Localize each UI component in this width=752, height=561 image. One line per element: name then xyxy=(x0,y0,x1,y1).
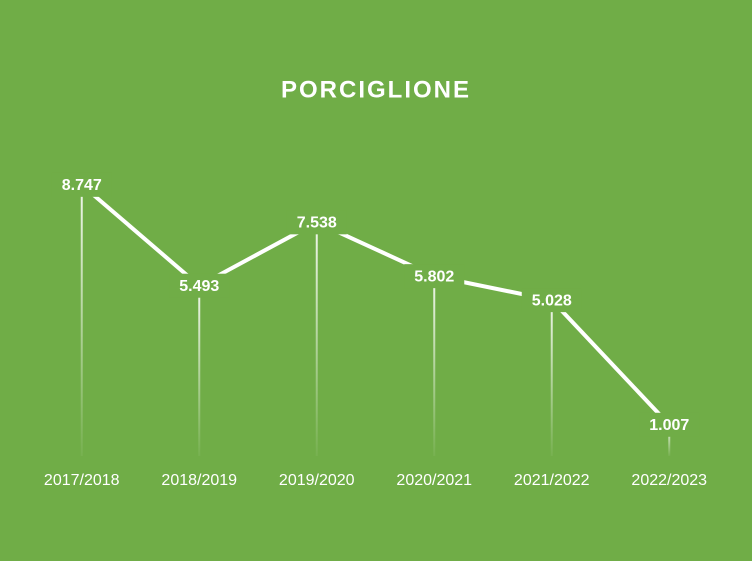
data-label: 5.802 xyxy=(414,268,454,285)
x-tick-label: 2017/2018 xyxy=(44,472,120,489)
drop-line xyxy=(433,276,436,456)
drop-line xyxy=(80,184,83,456)
label-bg xyxy=(639,412,700,437)
chart-title: PORCIGLIONE xyxy=(281,76,471,103)
drop-line xyxy=(315,222,318,456)
data-label: 5.028 xyxy=(532,292,572,309)
label-bg xyxy=(404,264,465,289)
x-tick-label: 2022/2023 xyxy=(631,472,707,489)
drop-line xyxy=(198,285,201,456)
line xyxy=(80,183,671,427)
drop-line xyxy=(668,424,671,456)
drop-line xyxy=(550,300,553,456)
label-bg xyxy=(286,210,347,235)
label-bg xyxy=(169,273,230,298)
label-bg xyxy=(51,172,112,197)
x-tick-label: 2019/2020 xyxy=(279,472,355,489)
x-tick-label: 2020/2021 xyxy=(396,472,472,489)
data-label: 8.747 xyxy=(62,177,102,194)
data-label: 1.007 xyxy=(649,417,689,434)
data-label: 7.538 xyxy=(297,215,337,232)
data-label: 5.493 xyxy=(179,278,219,295)
label-bg xyxy=(521,288,582,313)
x-tick-label: 2018/2019 xyxy=(161,472,237,489)
x-tick-label: 2021/2022 xyxy=(514,472,590,489)
